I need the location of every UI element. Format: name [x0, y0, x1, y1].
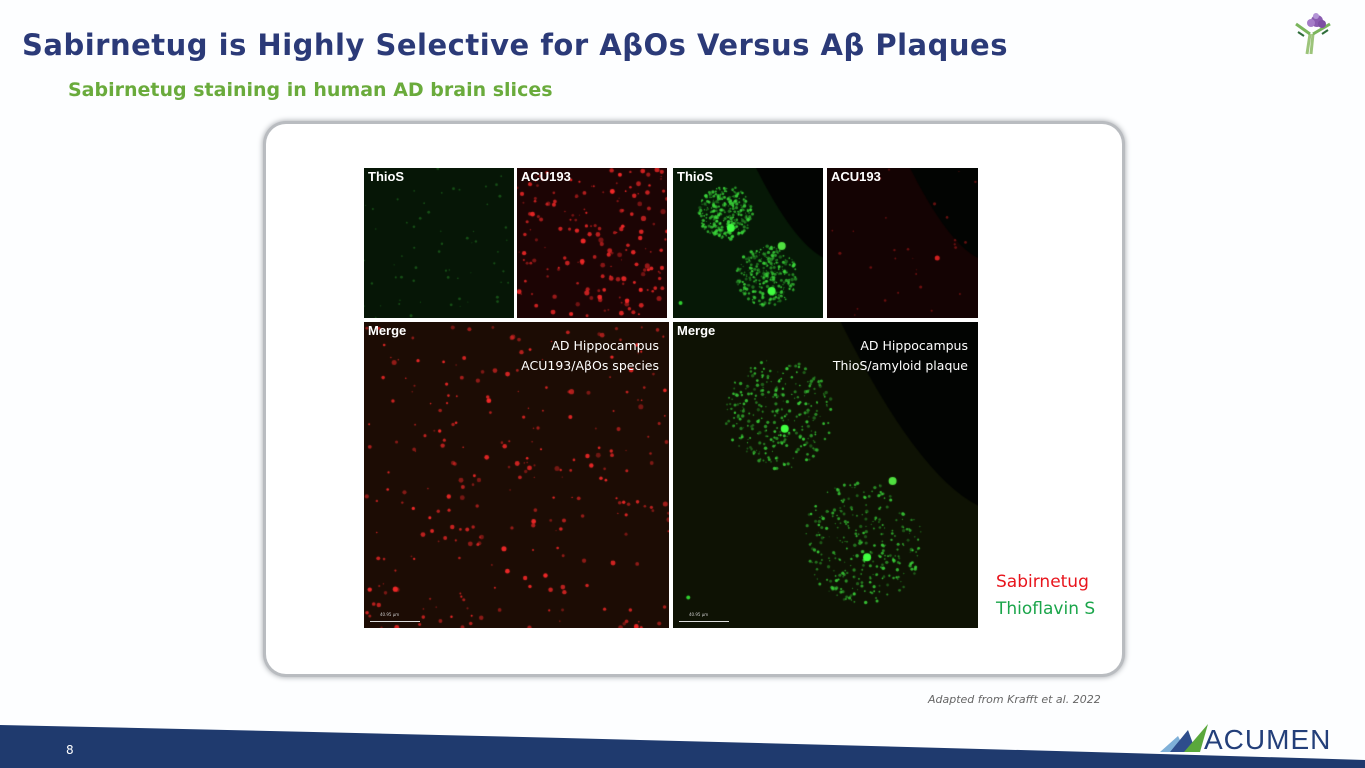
channel-panel-thios: ThioS	[364, 168, 514, 318]
annotation-line: ThioS/amyloid plaque	[832, 358, 968, 373]
panel-label: ACU193	[831, 169, 881, 184]
micrograph-image	[827, 168, 978, 318]
panel-label: Merge	[368, 323, 407, 338]
page-number: 8	[66, 743, 74, 757]
merge-panel-left: Merge AD Hippocampus ACU193/AβOs species…	[364, 322, 669, 628]
panel-annotation: AD Hippocampus ACU193/AβOs species	[521, 336, 659, 376]
micrograph-image	[673, 168, 823, 318]
micrograph-image	[364, 322, 669, 628]
legend-thioflavin: Thioflavin S	[996, 599, 1096, 619]
micrograph-image	[517, 168, 667, 318]
panel-annotation: AD Hippocampus ThioS/amyloid plaque	[833, 336, 968, 376]
merge-panel-right: Merge AD Hippocampus ThioS/amyloid plaqu…	[673, 322, 978, 628]
acumen-logo: ACUMEN	[1160, 722, 1340, 755]
color-legend: Sabirnetug Thioflavin S	[996, 569, 1095, 623]
footer-band	[0, 725, 1365, 768]
scale-bar: 40.95 μm	[370, 612, 420, 622]
antibody-logo	[1295, 13, 1331, 55]
panel-label: ThioS	[677, 169, 714, 184]
annotation-line: AD Hippocampus	[860, 338, 968, 353]
panel-label: ThioS	[368, 169, 405, 184]
channel-panel-acu193: ACU193	[517, 168, 667, 318]
panel-label: Merge	[677, 323, 716, 338]
annotation-line: ACU193/AβOs species	[521, 358, 659, 373]
annotation-line: AD Hippocampus	[551, 338, 659, 353]
legend-sabirnetug: Sabirnetug	[996, 572, 1089, 592]
channel-panel-acu193: ACU193	[827, 168, 978, 318]
micrograph-image	[673, 322, 978, 628]
panel-label: ACU193	[521, 169, 571, 184]
micrograph-image	[364, 168, 514, 318]
citation: Adapted from Krafft et al. 2022	[928, 693, 1101, 706]
page-title: Sabirnetug is Highly Selective for AβOs …	[22, 28, 1008, 62]
channel-panel-thios: ThioS	[673, 168, 823, 318]
scale-bar: 40.95 μm	[679, 612, 729, 622]
page-subtitle: Sabirnetug staining in human AD brain sl…	[68, 79, 553, 101]
